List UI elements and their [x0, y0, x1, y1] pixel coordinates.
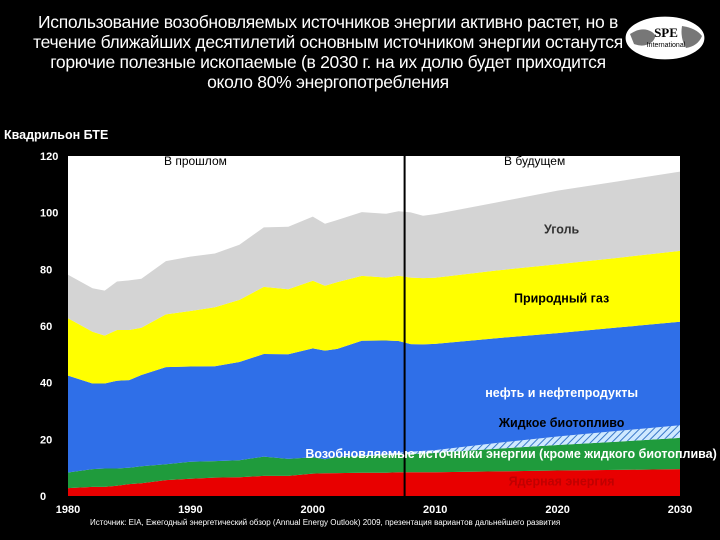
x-tick-label: 2010	[423, 504, 447, 516]
series-label-3: Жидкое биотопливо	[498, 416, 625, 430]
area-series-4	[68, 321, 680, 473]
y-axis-label: Квадрильон БТЕ	[4, 128, 108, 142]
y-tick-label: 120	[40, 151, 58, 163]
series-label-2: Возобновляемые источники энергии (кроме …	[305, 447, 716, 461]
y-tick-label: 80	[40, 264, 52, 276]
area-series-5	[68, 250, 680, 384]
area-series-2	[68, 437, 680, 489]
area-series-1	[68, 469, 680, 496]
series-label-4: нефть и нефтепродукты	[485, 386, 638, 400]
area-series-6	[68, 171, 680, 336]
region-label-future: В будущем	[504, 154, 565, 168]
source-note: Источник: EIA, Ежегодный энергетический …	[90, 518, 561, 527]
series-label-1: Ядерная энергия	[509, 474, 615, 488]
x-tick-label: 2000	[301, 504, 325, 516]
series-label-6: Уголь	[544, 222, 580, 236]
y-tick-label: 40	[40, 378, 52, 390]
x-tick-label: 2030	[668, 504, 692, 516]
y-tick-label: 0	[40, 491, 46, 503]
x-tick-label: 1980	[56, 504, 80, 516]
logo-text: SPE	[654, 25, 678, 40]
y-tick-label: 100	[40, 208, 58, 220]
y-tick-label: 60	[40, 321, 52, 333]
x-tick-label: 2020	[545, 504, 569, 516]
series-label-5: Природный газ	[514, 292, 609, 306]
x-tick-label: 1990	[178, 504, 202, 516]
spe-logo: SPE International	[624, 15, 706, 61]
page-title: Использование возобновляемых источников …	[33, 12, 623, 92]
logo-subtext: International	[647, 42, 686, 49]
y-tick-label: 20	[40, 434, 52, 446]
region-label-past: В прошлом	[164, 154, 227, 168]
